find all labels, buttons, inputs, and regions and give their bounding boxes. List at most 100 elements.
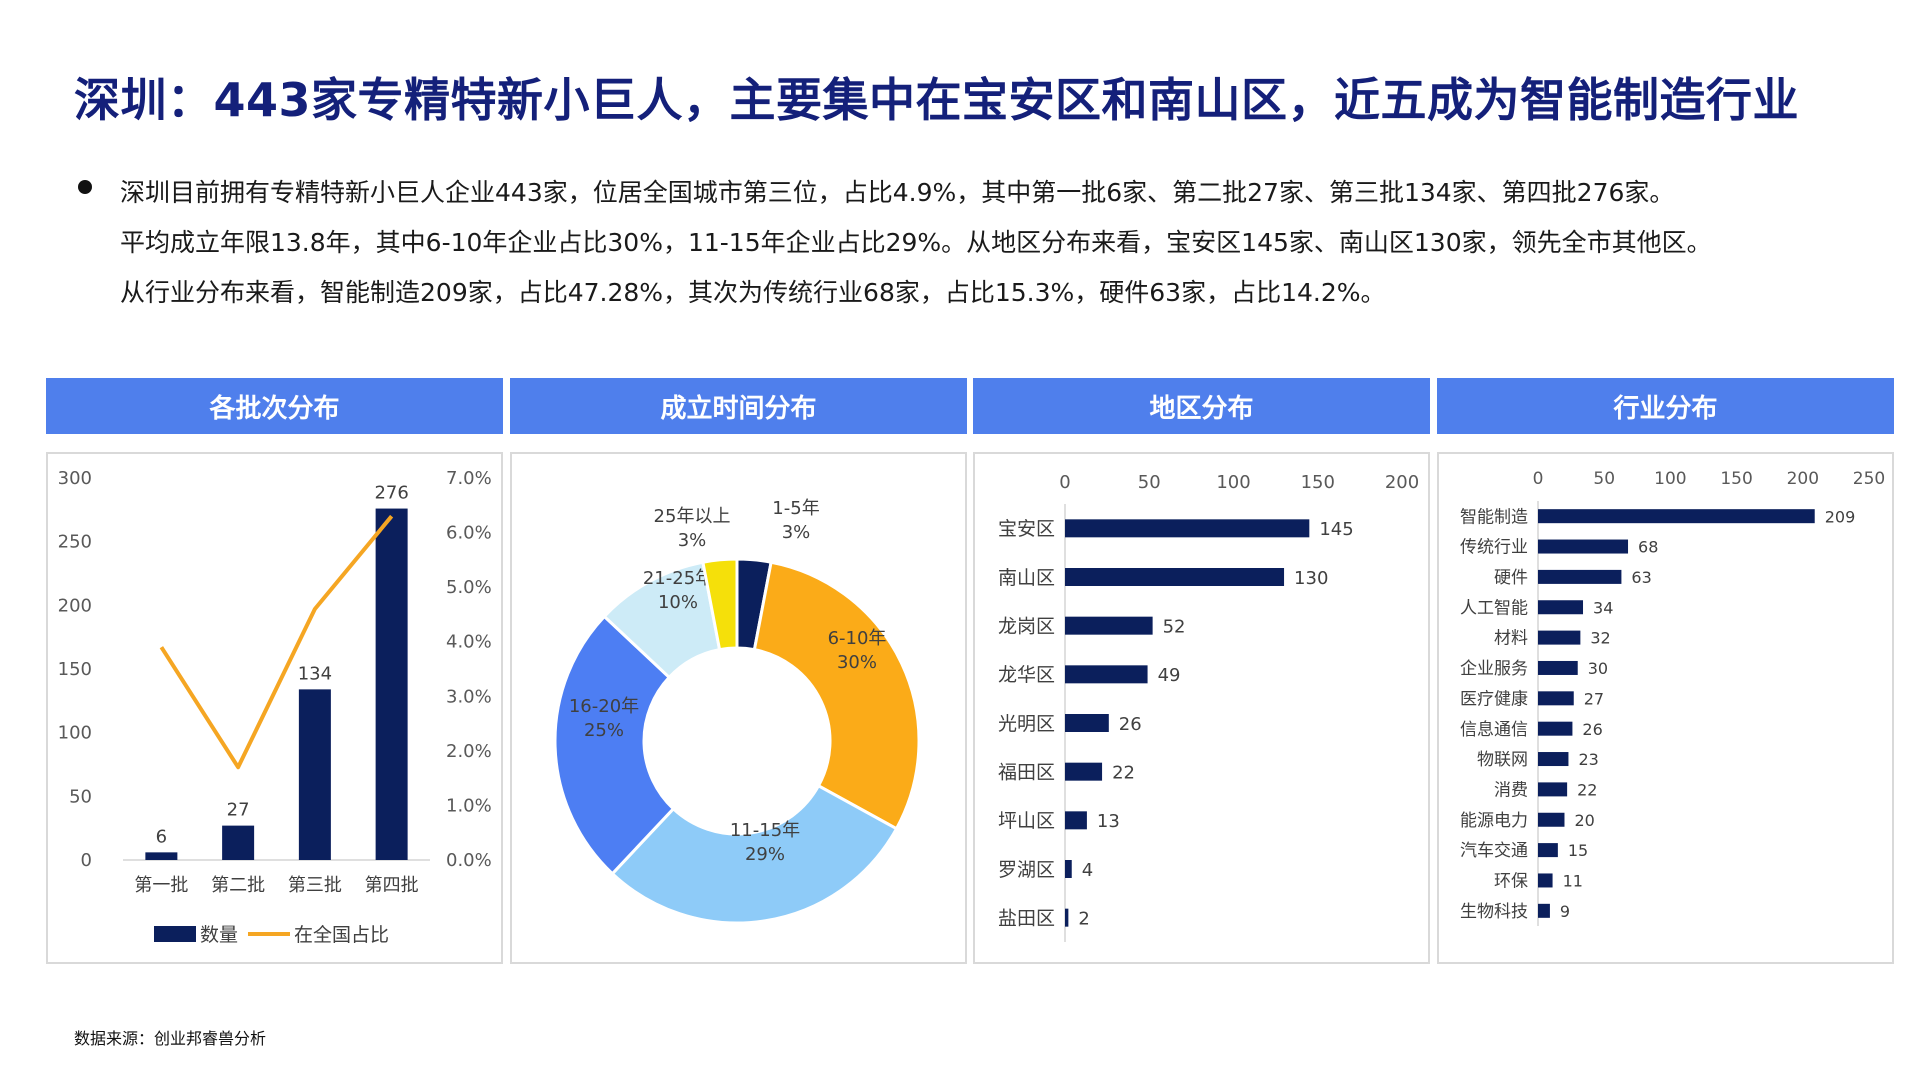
bar-data-label: 4 xyxy=(1082,860,1093,881)
y2-tick-label: 5.0% xyxy=(446,577,492,598)
hbar-6 xyxy=(1538,660,1578,675)
bar-data-label: 32 xyxy=(1590,629,1610,648)
bar-data-label: 6 xyxy=(156,826,167,847)
y-tick-label: 150 xyxy=(58,659,92,680)
bullet-line-1: 深圳目前拥有专精特新小巨人企业443家，位居全国城市第三位，占比4.9%，其中第… xyxy=(120,178,1675,207)
bar-data-label: 22 xyxy=(1112,763,1135,784)
hbar-4 xyxy=(1538,600,1584,615)
bar-data-label: 63 xyxy=(1631,568,1651,587)
region-panel-header: 地区分布 xyxy=(973,378,1430,434)
category-label: 硬件 xyxy=(1494,568,1528,588)
x-tick-label: 50 xyxy=(1593,469,1615,489)
y-tick-label: 250 xyxy=(58,532,92,553)
category-label: 坪山区 xyxy=(998,810,1055,832)
category-label: 生物科技 xyxy=(1460,902,1528,922)
y2-tick-label: 2.0% xyxy=(446,741,492,762)
founding-donut-chart: 1-5年 3% 6-10年 30% 11-15年 29% 16-20年 25% 21-25年 10… xyxy=(553,498,921,925)
y2-tick-label: 0.0% xyxy=(446,850,492,871)
bar-data-label: 68 xyxy=(1638,538,1658,557)
hbar-11 xyxy=(1538,812,1565,827)
bar-data-label: 2 xyxy=(1078,909,1089,930)
hbar-2 xyxy=(1065,568,1285,586)
hbar-3 xyxy=(1065,616,1153,635)
slice-pct-label: 3% xyxy=(782,522,811,543)
hbar-12 xyxy=(1538,843,1558,858)
industry-chart-panel: 0 50 100 150 200 250 209 智能制造 68 传统行业 63 硬件 34 人工智能 32… xyxy=(1437,452,1894,964)
hbar-7 xyxy=(1538,691,1574,706)
bar-4 xyxy=(375,508,408,860)
hbar-13 xyxy=(1538,873,1553,888)
donut-slice-2 xyxy=(752,560,921,831)
batch-panel-header: 各批次分布 xyxy=(46,378,503,434)
bar-data-label: 134 xyxy=(298,663,332,684)
hbar-4 xyxy=(1065,665,1148,684)
bar-data-label: 26 xyxy=(1119,714,1142,735)
slice-label: 11-15年 xyxy=(730,820,800,841)
legend-label: 数量 xyxy=(200,924,238,946)
industry-panel-header: 行业分布 xyxy=(1437,378,1894,434)
category-label: 光明区 xyxy=(998,713,1055,735)
category-label: 宝安区 xyxy=(998,518,1055,540)
bar-data-label: 23 xyxy=(1578,750,1598,769)
bar-2 xyxy=(222,825,255,860)
slice-pct-label: 10% xyxy=(658,592,698,613)
slice-pct-label: 25% xyxy=(584,720,624,741)
donut-slice-4 xyxy=(553,614,676,876)
category-label: 能源电力 xyxy=(1460,811,1528,831)
donut-slice-3 xyxy=(610,783,899,925)
category-label: 福田区 xyxy=(998,762,1055,784)
y2-tick-label: 1.0% xyxy=(446,795,492,816)
hbar-5 xyxy=(1538,630,1581,645)
category-label: 智能制造 xyxy=(1460,507,1528,527)
x-tick-label: 50 xyxy=(1138,472,1161,493)
y-tick-label: 50 xyxy=(69,786,92,807)
bullet-dot xyxy=(78,180,92,194)
hbar-7 xyxy=(1065,811,1087,830)
x-tick-label: 0 xyxy=(1059,472,1070,493)
category-label: 医疗健康 xyxy=(1460,689,1528,709)
x-tick-label: 250 xyxy=(1853,469,1885,489)
hbar-2 xyxy=(1538,539,1629,554)
hbar-14 xyxy=(1538,903,1550,918)
slice-label: 21-25年 xyxy=(643,568,713,589)
y2-tick-label: 3.0% xyxy=(446,686,492,707)
category-label: 龙华区 xyxy=(998,664,1055,686)
bar-data-label: 9 xyxy=(1560,902,1570,921)
bar-data-label: 276 xyxy=(374,483,408,504)
bar-data-label: 130 xyxy=(1294,568,1328,589)
x-tick-label: 200 xyxy=(1787,469,1819,489)
legend-label: 在全国占比 xyxy=(294,924,389,946)
y-tick-label: 200 xyxy=(58,595,92,616)
slice-label: 1-5年 xyxy=(772,498,819,519)
category-label: 企业服务 xyxy=(1460,659,1528,679)
bar-data-label: 34 xyxy=(1593,598,1613,617)
slice-label: 16-20年 xyxy=(569,696,639,717)
legend-swatch-bar xyxy=(154,926,196,942)
hbar-3 xyxy=(1538,569,1622,584)
x-tick-label: 0 xyxy=(1533,469,1544,489)
x-tick-label: 第四批 xyxy=(365,875,419,896)
region-chart-panel: 0 50 100 150 200 145 宝安区 130 南山区 52 龙岗区 49 龙华区 26 光明区 2… xyxy=(973,452,1430,964)
founding-chart-panel: 1-5年 3% 6-10年 30% 11-15年 29% 16-20年 25% 21-25年 10… xyxy=(510,452,967,964)
x-tick-label: 第一批 xyxy=(134,875,188,896)
x-tick-label: 100 xyxy=(1654,469,1686,489)
hbar-9 xyxy=(1538,752,1569,767)
hbar-1 xyxy=(1538,509,1815,524)
hbar-10 xyxy=(1538,782,1568,797)
bar-data-label: 30 xyxy=(1588,659,1608,678)
slice-pct-label: 29% xyxy=(745,844,785,865)
x-tick-label: 100 xyxy=(1216,472,1250,493)
category-label: 环保 xyxy=(1494,872,1528,892)
x-tick-label: 150 xyxy=(1720,469,1752,489)
bar-data-label: 49 xyxy=(1158,665,1181,686)
batch-chart-panel: 0 50 100 150 200 250 300 0.0% 1.0% 2.0% 3.0% 4.0% 5.… xyxy=(46,452,503,964)
category-label: 传统行业 xyxy=(1460,538,1528,558)
slice-label: 25年以上 xyxy=(654,506,731,527)
category-label: 汽车交通 xyxy=(1460,841,1528,861)
bar-data-label: 15 xyxy=(1568,841,1588,860)
x-tick-label: 150 xyxy=(1301,472,1335,493)
slice-pct-label: 3% xyxy=(678,530,707,551)
category-label: 消费 xyxy=(1494,781,1528,801)
bar-data-label: 145 xyxy=(1319,519,1353,540)
share-line xyxy=(159,514,394,770)
